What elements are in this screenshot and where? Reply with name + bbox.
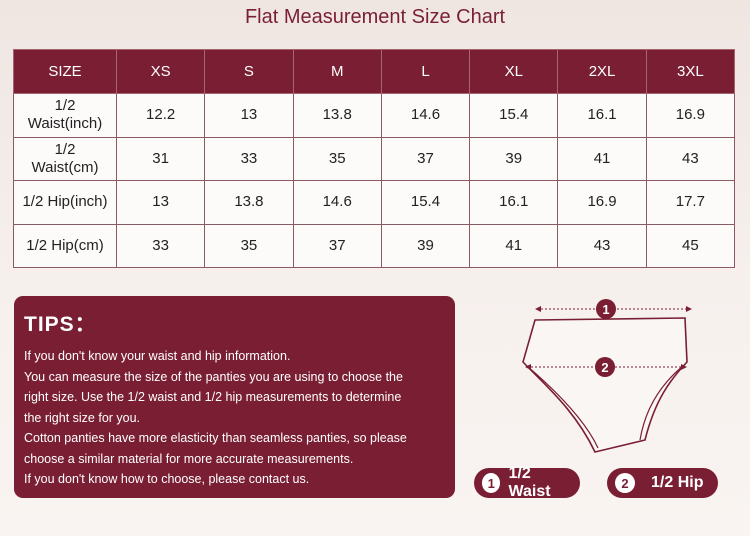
table-cell: 12.2	[115, 93, 206, 138]
row-label: 1/2 Hip(inch)	[13, 180, 117, 225]
tips-line: right size. Use the 1/2 waist and 1/2 hi…	[24, 390, 402, 404]
tips-line: If you don't know your waist and hip inf…	[24, 349, 291, 363]
table-row: 1/2 Hip(cm) 33 35 37 39 41 43 45	[13, 223, 736, 268]
table-row: 1/2 Hip(inch) 13 13.8 14.6 15.4 16.1 16.…	[13, 180, 736, 225]
row-label: 1/2 Hip(cm)	[13, 223, 117, 268]
row-label-line: 1/2	[54, 97, 76, 115]
arrow-left-icon	[535, 306, 541, 312]
table-cell: 33	[204, 136, 294, 181]
table-cell: 16.1	[469, 180, 559, 225]
table-cell: 37	[380, 136, 471, 181]
arrow-right-icon	[686, 306, 692, 312]
table-cell: 13.8	[204, 180, 294, 225]
table-cell: 14.6	[292, 180, 382, 225]
column-header: SIZE	[13, 49, 117, 94]
panties-inner-line	[639, 365, 684, 441]
table-row: 1/2 Waist(inch) 12.2 13 13.8 14.6 15.4 1…	[13, 93, 736, 138]
tips-line: choose a similar material for more accur…	[24, 451, 354, 466]
column-header: 3XL	[645, 49, 736, 94]
table-cell: 17.7	[645, 180, 736, 225]
table-row: 1/2 Waist(cm) 31 33 35 37 39 41 43	[13, 136, 736, 181]
tips-line: Cotton panties have more elasticity than…	[24, 431, 407, 445]
marker-2-label: 2	[601, 360, 608, 375]
legend-label: 1/2 Waist	[508, 465, 551, 500]
tips-heading: TIPS：	[24, 313, 97, 336]
tips-line: If you don't know how to choose, please …	[24, 472, 310, 486]
tips-line: You can measure the size of the panties …	[24, 369, 403, 384]
tips-line: the right size for you.	[24, 410, 141, 425]
legend-hip: 2 1/2 Hip	[607, 468, 718, 498]
page-title: Flat Measurement Size Chart	[244, 6, 506, 28]
table-cell: 39	[469, 136, 559, 181]
row-label: 1/2 Waist(cm)	[13, 136, 117, 181]
legend-waist: 1 1/2 Waist	[474, 465, 580, 500]
table-cell: 37	[292, 223, 382, 268]
size-chart-table: SIZE XS S M L XL 2XL 3XL 1/2 Waist(inch)…	[13, 49, 736, 268]
table-cell: 16.1	[557, 93, 647, 138]
legend-number-badge: 1	[482, 473, 501, 493]
table-cell: 15.4	[469, 93, 559, 138]
table-cell: 39	[380, 223, 471, 268]
column-header: M	[292, 49, 382, 94]
row-label-line: Waist(inch)	[27, 115, 103, 133]
table-cell: 43	[645, 136, 736, 181]
table-cell: 31	[115, 136, 206, 181]
table-cell: 14.6	[380, 93, 471, 138]
table-cell: 43	[557, 223, 647, 268]
marker-1-badge	[596, 299, 616, 319]
table-cell: 13.8	[292, 93, 382, 138]
table-cell: 35	[292, 136, 382, 181]
column-header: S	[204, 49, 294, 94]
table-cell: 15.4	[380, 180, 471, 225]
table-cell: 45	[645, 223, 736, 268]
tips-panel: TIPS： If you don't know your waist and h…	[14, 296, 455, 498]
table-cell: 41	[469, 223, 559, 268]
table-cell: 16.9	[557, 180, 647, 225]
panties-measurement-diagram: 1 2	[522, 299, 692, 453]
arrow-left-icon	[525, 364, 531, 370]
column-header: 2XL	[557, 49, 647, 94]
column-header: L	[380, 49, 471, 94]
table-cell: 41	[557, 136, 647, 181]
row-label-line: Waist(cm)	[31, 158, 99, 176]
marker-1-label: 1	[602, 302, 609, 317]
column-header: XS	[115, 49, 206, 94]
table-cell: 13	[204, 93, 294, 138]
arrow-right-icon	[681, 364, 687, 370]
row-label: 1/2 Waist(inch)	[13, 93, 117, 138]
table-cell: 16.9	[645, 93, 736, 138]
table-cell: 35	[204, 223, 294, 268]
table-cell: 33	[115, 223, 206, 268]
legend-number-badge: 2	[615, 473, 635, 493]
table-header-row: SIZE XS S M L XL 2XL 3XL	[13, 49, 736, 94]
legend-label: 1/2 Hip	[651, 474, 704, 491]
marker-2-badge	[595, 357, 615, 377]
table-cell: 13	[115, 180, 206, 225]
column-header: XL	[469, 49, 559, 94]
row-label-line: 1/2	[54, 140, 76, 158]
panties-inner-line	[526, 365, 599, 449]
